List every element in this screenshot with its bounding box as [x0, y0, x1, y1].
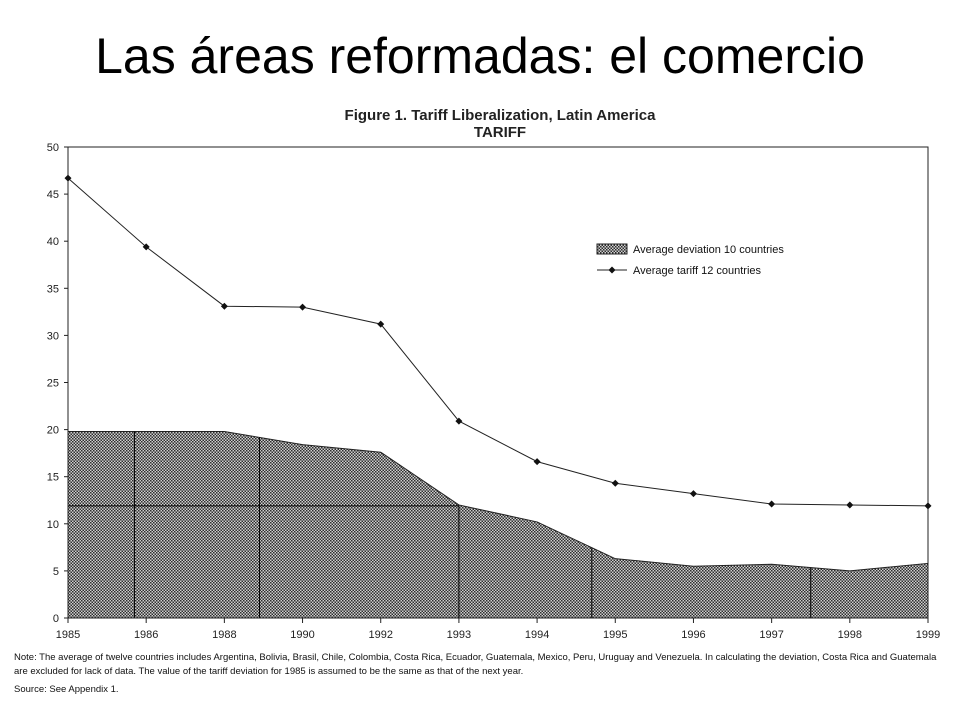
line-point-marker: [846, 501, 854, 509]
y-tick-label: 15: [47, 472, 59, 484]
chart-source: Source: See Appendix 1.: [14, 684, 119, 695]
x-tick-label: 1995: [603, 629, 627, 641]
x-tick-label: 1996: [681, 629, 705, 641]
chart-title: Figure 1. Tariff Liberalization, Latin A…: [344, 107, 656, 124]
y-tick-label: 25: [47, 378, 59, 390]
line-point-marker: [220, 302, 228, 310]
y-tick-label: 30: [47, 330, 59, 342]
x-tick-label: 1985: [56, 629, 80, 641]
y-tick-label: 50: [47, 142, 59, 154]
slide-title: Las áreas reformadas: el comercio: [95, 28, 865, 84]
legend-marker: [608, 266, 616, 274]
y-tick-label: 35: [47, 283, 59, 295]
x-tick-label: 1993: [447, 629, 471, 641]
line-point-marker: [689, 490, 697, 498]
line-point-marker: [533, 458, 541, 466]
x-tick-label: 1990: [290, 629, 314, 641]
y-tick-label: 45: [47, 189, 59, 201]
y-tick-label: 10: [47, 519, 59, 531]
line-average-tariff: [67, 177, 929, 507]
x-tick-label: 1998: [838, 629, 862, 641]
x-tick-label: 1994: [525, 629, 549, 641]
line-point-marker: [455, 417, 463, 425]
line-point-marker: [64, 174, 72, 182]
line-point-marker: [377, 320, 385, 328]
line-point-marker: [142, 243, 150, 251]
legend-label-deviation: Average deviation 10 countries: [633, 244, 784, 256]
x-tick-label: 1997: [759, 629, 783, 641]
x-tick-label: 1988: [212, 629, 236, 641]
chart-note: Note: The average of twelve countries in…: [14, 652, 937, 677]
y-tick-label: 0: [53, 613, 59, 625]
y-tick-label: 5: [53, 566, 59, 578]
x-tick-label: 1999: [916, 629, 940, 641]
line-point-marker: [611, 479, 619, 487]
x-tick-label: 1986: [134, 629, 158, 641]
area-deviation: [67, 430, 929, 619]
y-tick-label: 20: [47, 425, 59, 437]
y-tick-label: 40: [47, 236, 59, 248]
chart-subtitle: TARIFF: [473, 124, 527, 141]
line-point-marker: [924, 502, 932, 510]
legend-label-tariff: Average tariff 12 countries: [633, 265, 762, 277]
legend-swatch-deviation: [596, 243, 628, 255]
line-point-marker: [768, 500, 776, 508]
x-tick-label: 1992: [368, 629, 392, 641]
line-point-marker: [299, 303, 307, 311]
